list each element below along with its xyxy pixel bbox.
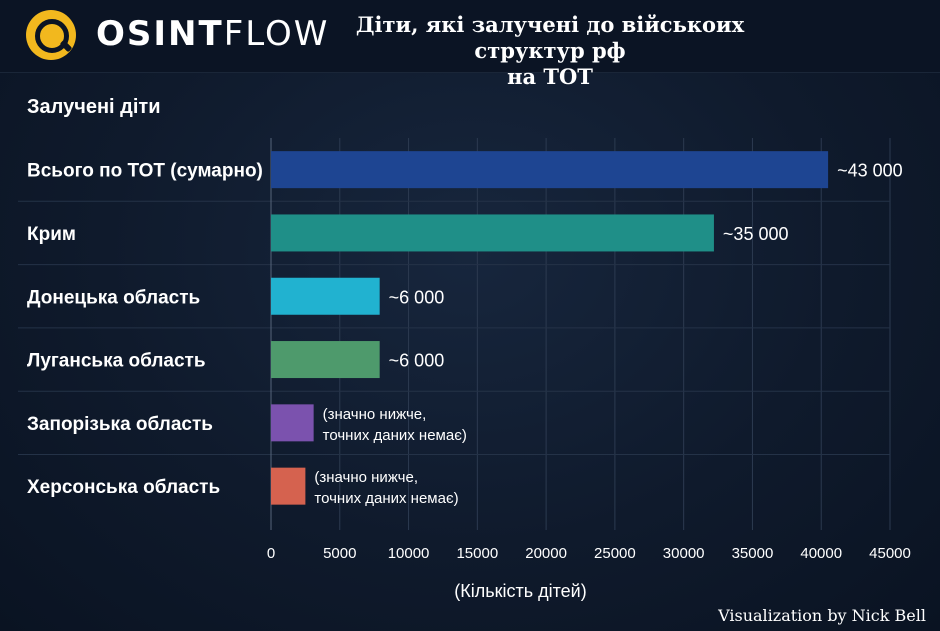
chart-title-line2: на ТОТ bbox=[507, 64, 593, 89]
x-tick-label: 45000 bbox=[869, 545, 911, 562]
x-tick-label: 40000 bbox=[800, 545, 842, 562]
bar bbox=[271, 467, 306, 505]
x-axis-label: (Кількість дітей) bbox=[454, 581, 586, 601]
data-label-line: точних даних немає) bbox=[314, 490, 458, 507]
category-label: Донецька область bbox=[27, 287, 200, 308]
x-tick-label: 20000 bbox=[525, 545, 567, 562]
x-tick-label: 25000 bbox=[594, 545, 636, 562]
category-label: Луганська область bbox=[27, 351, 206, 372]
data-label: ~43 000 bbox=[837, 161, 903, 181]
x-tick-label: 10000 bbox=[388, 545, 430, 562]
bar bbox=[271, 151, 829, 189]
data-label: ~6 000 bbox=[389, 351, 445, 371]
magnifier-logo-icon bbox=[26, 10, 76, 60]
brand-logo: OSINTFLOW bbox=[96, 14, 329, 54]
data-label-line: точних даних немає) bbox=[323, 427, 467, 444]
x-tick-label: 0 bbox=[267, 545, 275, 562]
category-label: Запорізька область bbox=[27, 414, 213, 435]
x-tick-label: 5000 bbox=[323, 545, 356, 562]
x-tick-label: 15000 bbox=[456, 545, 498, 562]
brand-logo-light: FLOW bbox=[223, 14, 330, 54]
bar bbox=[271, 341, 380, 379]
data-label: (значно нижче, точних даних немає) bbox=[314, 469, 458, 507]
credit-text: Visualization by Nick Bell bbox=[718, 606, 926, 625]
bar bbox=[271, 404, 314, 442]
bar bbox=[271, 214, 714, 252]
x-tick-label: 35000 bbox=[732, 545, 774, 562]
x-tick-label: 30000 bbox=[663, 545, 705, 562]
data-label: (значно нижче, точних даних немає) bbox=[323, 406, 467, 444]
category-label: Всього по ТОТ (сумарно) bbox=[27, 161, 263, 182]
data-label-line: (значно нижче, bbox=[323, 406, 427, 423]
category-label: Крим bbox=[27, 224, 76, 245]
chart-title: Діти, які залучені до військоих структур… bbox=[300, 12, 800, 90]
chart-title-line1: Діти, які залучені до військоих структур… bbox=[355, 12, 745, 63]
data-label: ~35 000 bbox=[723, 224, 789, 244]
header-bar: OSINTFLOW Діти, які залучені до військои… bbox=[0, 0, 940, 89]
data-label: ~6 000 bbox=[389, 287, 445, 307]
bar bbox=[271, 277, 380, 315]
brand-logo-bold: OSINT bbox=[96, 14, 224, 54]
category-label: Херсонська область bbox=[27, 477, 220, 498]
section-label: Залучені діти bbox=[27, 96, 161, 118]
data-label-line: (значно нижче, bbox=[314, 469, 418, 486]
